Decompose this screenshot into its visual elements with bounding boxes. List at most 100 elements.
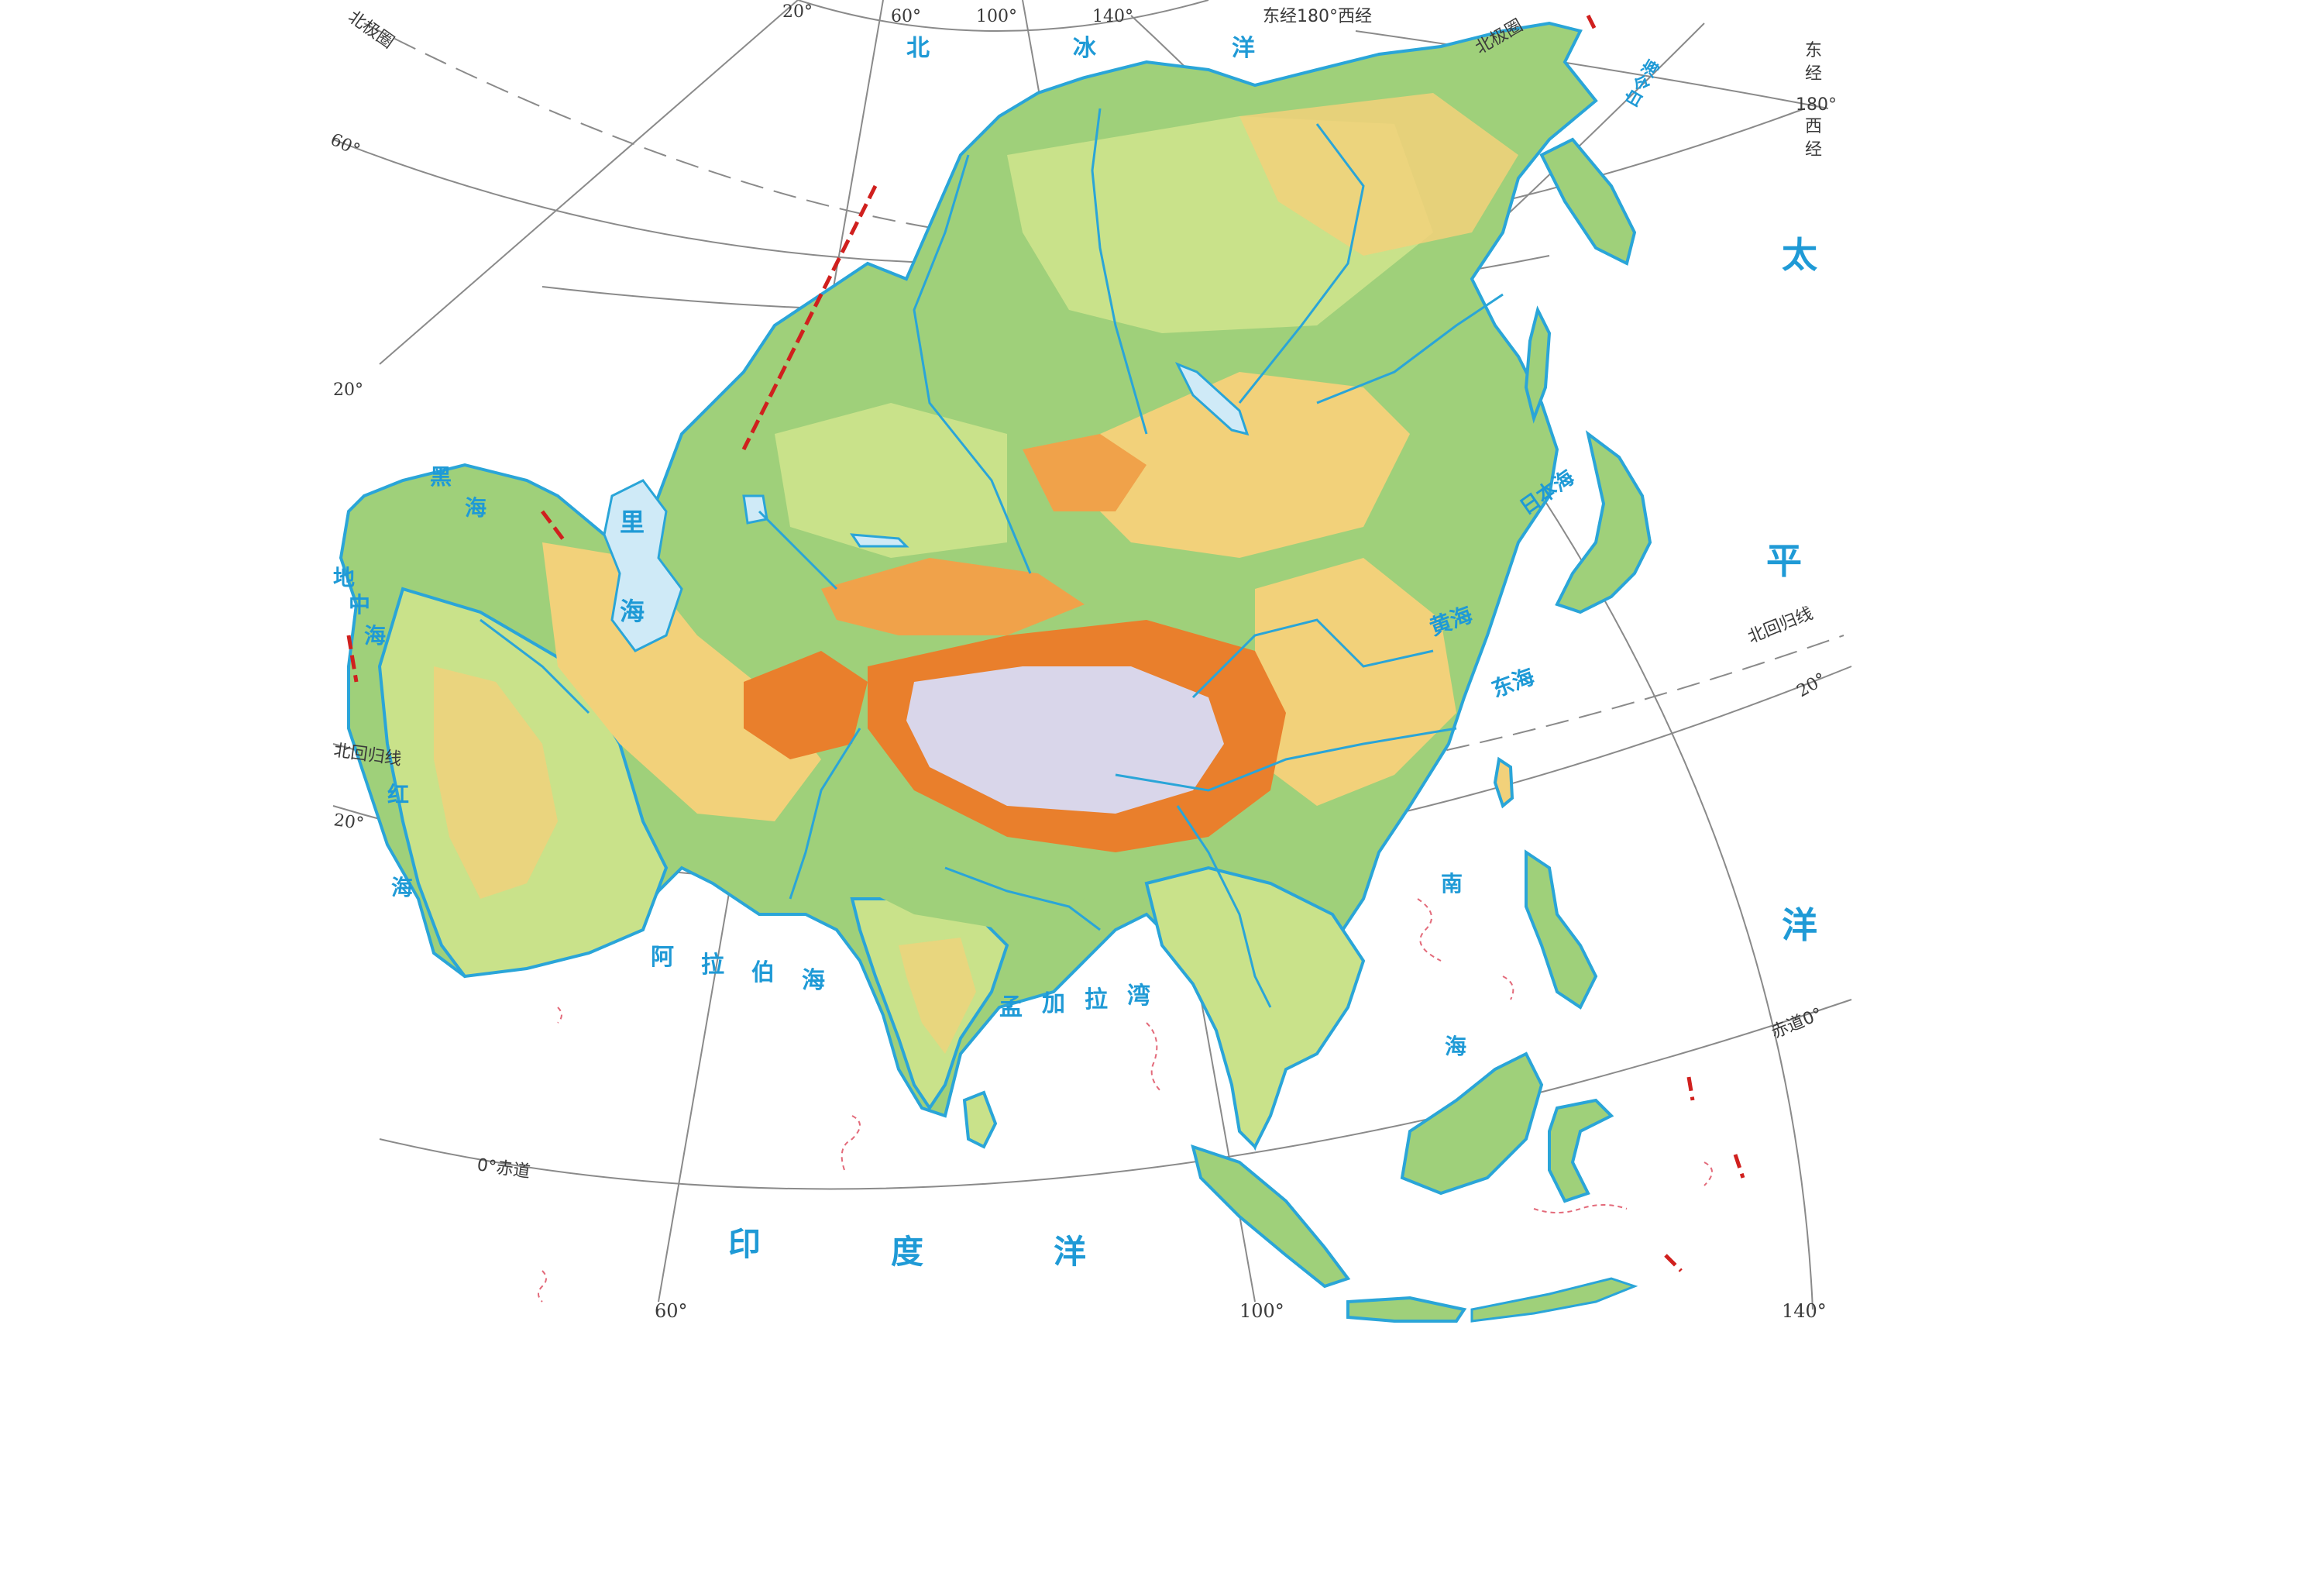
relief-mountain-tianshan [821,558,1085,635]
land-indochina [1144,866,1366,1150]
parallel-right-upper [1355,30,1829,109]
river-indus [789,728,861,900]
arctic-circle-left [363,22,961,233]
sea-arabian-3: 伯 [751,959,775,986]
sea-mediterranean-1: 地 [333,565,355,590]
graticule-labels: 北极圈 北极圈 北回归线 北回归线 0°赤道 赤道0° 东经180°西经 东 经… [327,2,1837,1322]
label-dateline-right-4: 西 [1805,117,1822,136]
ocean-pacific-1: 太 [1782,234,1817,276]
dashed-reef-outline [538,898,1713,1303]
relief-upland-iran [542,542,821,821]
label-lat-left-60: 60° [327,130,363,160]
land-java [1346,1296,1467,1323]
land-sulawesi [1548,1098,1614,1203]
label-lon-top-60: 60° [891,7,921,26]
label-dateline-right-2: 经 [1805,64,1822,84]
land-sri-lanka [962,1090,998,1149]
ocean-arctic-3: 洋 [1232,35,1255,62]
land-japan [1555,430,1652,614]
sea-arabian-4: 海 [802,967,825,994]
boundary-suez [346,635,359,683]
land-borneo [1400,1051,1544,1196]
land-sakhalin [1524,305,1552,424]
boundary-ural [741,184,878,451]
ocean-arctic-2: 冰 [1073,35,1097,62]
river-ob [913,154,1032,574]
river-ganges [944,866,1101,931]
label-lat-left-20a: 20° [333,380,363,400]
river-syr-darya [758,510,838,590]
label-lat-left-20b: 20° [332,810,365,834]
sea-labels: 黑 海 里 海 地 中 海 红 海 阿 拉 伯 海 孟 加 拉 湾 日本海 黄海… [333,57,1664,1059]
sea-bering: 白令海 [1621,57,1665,111]
river-network [480,108,1504,1008]
label-dateline-right-1: 东 [1805,41,1822,60]
relief-upland-mongolia [1085,372,1410,558]
sea-red-1: 红 [387,782,409,807]
boundary-newguinea [1664,1076,1745,1272]
river-amur [1316,293,1504,404]
label-equator-right: 赤道0° [1769,1005,1825,1043]
ocean-indian-2: 度 [891,1233,923,1271]
label-lon-top-140: 140° [1092,7,1133,26]
label-lat-right-20: 20° [1794,669,1830,701]
sea-mediterranean-3: 海 [364,623,386,649]
label-dateline-right-3: 180° [1796,95,1837,115]
boundary-caucasus [541,510,567,544]
sea-black-2: 海 [465,495,486,521]
sea-bengal-1: 孟 [999,994,1023,1021]
aral-sea [742,494,768,525]
sea-south-china-2: 海 [1445,1034,1466,1059]
relief-shading [434,93,1518,1054]
sea-caspian-1: 里 [620,508,645,537]
ocean-indian-3: 洋 [1054,1233,1086,1271]
label-equator-left: 0°赤道 [476,1155,531,1182]
land-lesser-sunda [1470,1277,1638,1323]
river-lena [1238,123,1365,404]
sea-arabian-1: 阿 [651,944,674,971]
river-yangtze [1115,727,1457,792]
sea-black-1: 黑 [430,464,452,490]
label-lon-top-100: 100° [976,7,1017,26]
relief-upland-deccan [899,938,976,1054]
river-yellow [1191,618,1434,699]
boundary-bering [1586,14,1598,33]
label-lon-top-20: 20° [782,2,813,22]
river-mekong [1176,805,1272,1008]
relief-mountain-hindukush [744,651,868,759]
relief-mountain-altai [1023,434,1147,511]
relief-upland-china [1255,558,1456,806]
ocean-pacific-2: 平 [1766,540,1802,582]
land-philippines [1525,849,1598,1010]
ocean-labels: 北 冰 洋 太 平 洋 印 度 洋 [728,35,1817,1271]
sea-mediterranean-2: 中 [349,592,370,618]
ocean-pacific-3: 洋 [1782,904,1817,946]
label-dateline-top: 东经180°西经 [1263,7,1372,26]
lake-balkhash [850,533,909,548]
river-euphrates [480,618,590,714]
parallel-top [797,0,1209,32]
meridian-20 [379,0,799,365]
caspian-sea [603,479,683,652]
relief-upland-arabia [434,666,558,899]
lake-baikal [1174,362,1250,436]
sea-caspian-2: 海 [620,597,645,626]
land-kamchatka [1539,137,1637,266]
label-lon-bottom-60: 60° [655,1300,688,1322]
sea-arabian-2: 拉 [701,952,724,979]
ocean-indian-1: 印 [728,1225,761,1263]
sea-east-china: 东海 [1488,663,1538,702]
sea-bengal-2: 加 [1042,990,1065,1017]
relief-plain-central [775,403,1007,558]
sea-south-china-1: 南 [1441,871,1463,897]
label-arctic-circle-left: 北极圈 [345,7,397,52]
river-yenisei [1091,108,1148,435]
sea-bengal-3: 拉 [1085,986,1108,1014]
relief-plain-ganges [852,837,1085,930]
label-lon-bottom-140: 140° [1782,1300,1827,1322]
relief-plateau-tibet [906,666,1224,814]
land-sumatra [1191,1144,1351,1289]
ocean-arctic-1: 北 [906,35,930,62]
relief-upland-east-siberia [1239,93,1518,256]
